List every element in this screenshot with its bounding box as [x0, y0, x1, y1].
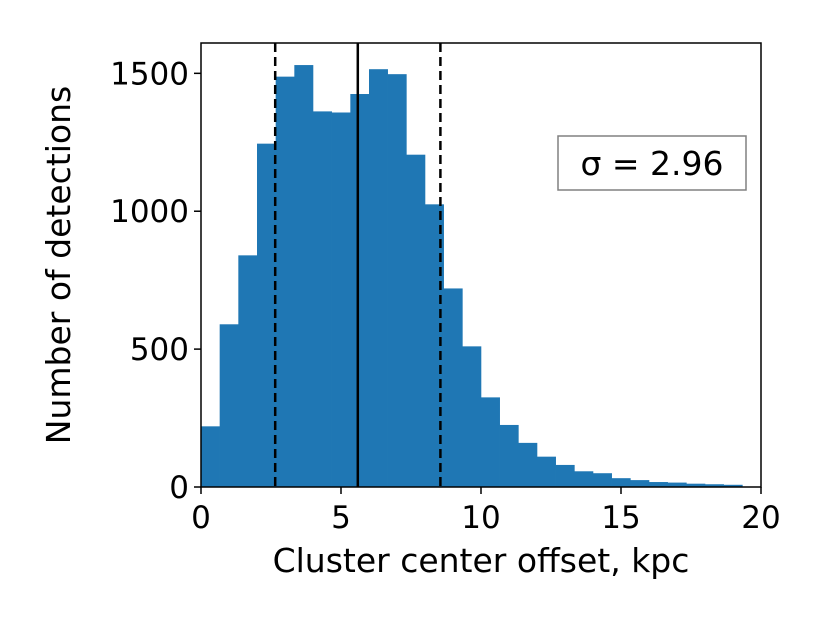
- x-tick-label: 10: [461, 500, 500, 536]
- y-tick-label: 1000: [110, 194, 189, 230]
- histogram-bar: [406, 154, 426, 487]
- histogram-bar: [350, 94, 370, 488]
- histogram-bar: [219, 324, 239, 487]
- y-tick-label: 500: [130, 332, 189, 368]
- histogram-bar: [611, 478, 631, 487]
- histogram-bar: [313, 111, 332, 487]
- histogram-bar: [723, 484, 743, 487]
- histogram-bar: [238, 255, 258, 487]
- histogram-bar: [518, 442, 538, 487]
- histogram-bar: [275, 76, 295, 488]
- histogram-bar: [462, 346, 482, 487]
- histogram-bar: [705, 484, 724, 487]
- histogram-bar: [686, 483, 706, 487]
- sigma-annotation-text: σ = 2.96: [580, 144, 723, 183]
- histogram-bar: [443, 288, 463, 487]
- x-tick-label: 5: [331, 500, 351, 536]
- y-axis-ticks: 0 500 1000 1500: [110, 56, 201, 506]
- histogram-bar: [257, 143, 276, 487]
- x-axis-label: Cluster center offset, kpc: [273, 541, 690, 580]
- x-tick-label: 15: [601, 500, 640, 536]
- histogram-bar: [537, 456, 556, 487]
- histogram-bar: [369, 69, 388, 487]
- histogram-bar: [630, 480, 650, 487]
- y-tick-label: 0: [169, 470, 189, 506]
- histogram-bar: [201, 426, 220, 487]
- histogram-bar: [331, 112, 351, 487]
- reference-lines: [273, 43, 442, 487]
- x-tick-label: 20: [741, 500, 780, 536]
- histogram-bar: [649, 482, 668, 487]
- histogram-bars: [201, 65, 743, 488]
- x-axis-ticks: 0 5 10 15 20: [191, 487, 781, 536]
- histogram-bar: [555, 464, 575, 487]
- sigma-annotation: σ = 2.96: [557, 135, 747, 191]
- y-axis-label: Number of detections: [39, 86, 78, 444]
- histogram-bar: [593, 473, 612, 487]
- histogram-bar: [667, 482, 687, 487]
- histogram-bar: [387, 74, 407, 488]
- x-tick-label: 0: [191, 500, 211, 536]
- histogram-bar: [294, 65, 314, 488]
- histogram-bar: [574, 471, 594, 487]
- histogram-bar: [499, 424, 519, 487]
- y-tick-label: 1500: [110, 56, 189, 92]
- sigma-annotation-box: [557, 135, 747, 191]
- histogram-bar: [481, 397, 500, 487]
